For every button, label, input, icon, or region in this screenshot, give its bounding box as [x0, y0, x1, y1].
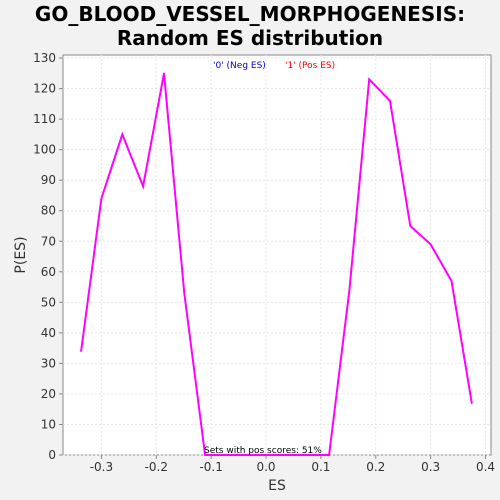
- y-tick-label: 80: [41, 204, 56, 218]
- x-tick-label: 0.4: [476, 460, 495, 474]
- data-point: [183, 292, 186, 294]
- series-layer: [80, 72, 473, 456]
- data-point: [450, 280, 453, 282]
- data-point: [204, 454, 206, 456]
- data-point: [121, 133, 124, 136]
- y-tick-label: 0: [48, 448, 56, 462]
- y-tick-label: 10: [41, 417, 56, 431]
- data-point: [266, 454, 268, 456]
- x-tick-label: -0.2: [145, 460, 168, 474]
- data-point: [163, 72, 165, 75]
- data-point: [80, 350, 82, 352]
- data-point: [142, 185, 144, 188]
- series-line: [80, 73, 473, 456]
- data-point: [389, 100, 391, 102]
- data-point: [287, 454, 289, 456]
- x-tick-label: 0.0: [256, 460, 275, 474]
- data-point: [245, 454, 248, 456]
- data-point: [470, 402, 473, 404]
- chart-title: GO_BLOOD_VESSEL_MORPHOGENESIS: Random ES…: [0, 2, 500, 50]
- data-point: [409, 225, 412, 227]
- x-tick-label: 0.3: [421, 460, 440, 474]
- x-tick-label: 0.1: [311, 460, 330, 474]
- y-axis: 0 10 20 30 40 50 60 70 80 90 100 110 120 130: [33, 51, 63, 462]
- data-point: [307, 454, 310, 456]
- y-axis-title: P(ES): [13, 236, 29, 273]
- y-tick-label: 110: [33, 112, 56, 126]
- data-point: [100, 197, 103, 200]
- y-tick-label: 20: [41, 387, 56, 401]
- chart-title-line-2: Random ES distribution: [116, 26, 384, 50]
- y-tick-label: 120: [33, 82, 56, 96]
- grid-lines: [63, 55, 491, 456]
- x-axis: -0.3 -0.2 -0.1 0.0 0.1 0.2 0.3 0.4: [90, 455, 495, 474]
- chart-title-line-1: GO_BLOOD_VESSEL_MORPHOGENESIS:: [34, 2, 466, 26]
- y-tick-label: 50: [41, 295, 56, 309]
- y-tick-label: 30: [41, 356, 56, 370]
- x-axis-title: ES: [268, 478, 286, 494]
- x-tick-label: -0.1: [199, 460, 222, 474]
- legend-entry-pos-es: '1' (Pos ES): [285, 61, 335, 71]
- y-tick-label: 60: [41, 265, 56, 279]
- plot-area: [62, 54, 492, 456]
- x-tick-label: -0.3: [90, 460, 113, 474]
- y-tick-label: 70: [41, 234, 56, 248]
- legend: '0' (Neg ES) '1' (Pos ES): [213, 61, 335, 71]
- pos-scores-annotation: Sets with pos scores: 51%: [204, 446, 322, 456]
- y-tick-label: 40: [41, 326, 56, 340]
- y-tick-label: 90: [41, 173, 56, 187]
- y-tick-label: 130: [33, 51, 56, 65]
- x-tick-label: 0.2: [366, 460, 385, 474]
- y-tick-label: 100: [33, 143, 56, 157]
- data-point: [225, 454, 227, 456]
- data-point: [429, 243, 432, 246]
- data-point: [328, 454, 330, 456]
- data-point: [368, 78, 370, 81]
- data-point: [348, 289, 351, 291]
- legend-entry-neg-es: '0' (Neg ES): [213, 61, 266, 71]
